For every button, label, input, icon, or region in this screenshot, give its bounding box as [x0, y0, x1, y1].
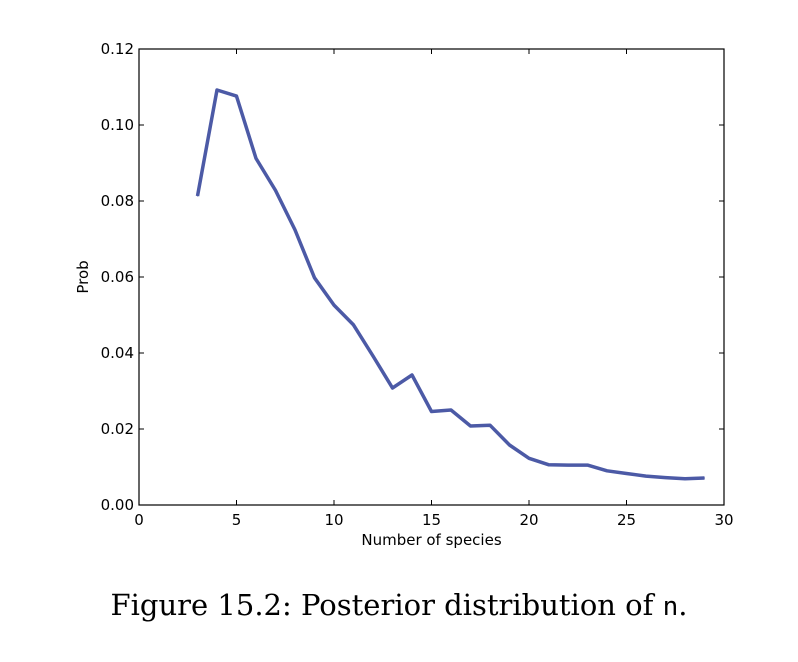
x-tick-label: 25: [617, 511, 636, 529]
line-chart: 0.00 0.02 0.04 0.06 0.08 0.10 0.12 0 5 10 15 20 25 3…: [74, 40, 734, 549]
data-point: [645, 475, 647, 477]
series-line: [195, 88, 705, 481]
data-point: [548, 464, 549, 466]
data-point: [314, 277, 315, 279]
data-point: [294, 229, 296, 231]
x-tick-label: 0: [134, 511, 144, 529]
data-point: [626, 472, 627, 474]
data-point: [197, 195, 198, 197]
y-tick-label: 0.08: [101, 192, 134, 210]
data-point: [333, 304, 335, 306]
data-point: [489, 424, 491, 426]
x-axis-ticks: 0 5 10 15 20 25 30: [134, 49, 734, 529]
y-tick-label: 0.06: [101, 268, 134, 286]
x-tick-label: 5: [232, 511, 242, 529]
data-point: [470, 425, 471, 427]
x-tick-label: 15: [422, 511, 441, 529]
data-point: [431, 411, 432, 413]
data-point: [665, 477, 666, 479]
y-tick-label: 0.10: [101, 116, 134, 134]
y-axis-label: Prob: [74, 260, 92, 293]
y-tick-label: 0.00: [101, 496, 134, 514]
data-point: [255, 157, 257, 159]
x-axis-label: Number of species: [361, 531, 501, 549]
plot-frame: [138, 48, 725, 506]
series-layer: [195, 88, 705, 481]
data-point: [353, 324, 354, 326]
data-point: [236, 95, 237, 97]
y-tick-label: 0.12: [101, 40, 134, 58]
data-point: [275, 189, 276, 191]
y-tick-label: 0.02: [101, 420, 134, 438]
data-point: [411, 374, 413, 376]
data-point: [567, 464, 569, 466]
data-point: [587, 464, 588, 466]
caption-text: Figure 15.2: Posterior distribution of: [110, 588, 663, 622]
data-point: [684, 478, 686, 480]
data-point: [450, 409, 452, 411]
data-point: [392, 387, 393, 389]
x-tick-label: 20: [519, 511, 538, 529]
data-point: [216, 89, 218, 91]
caption-end: .: [678, 588, 688, 622]
figure-caption: Figure 15.2: Posterior distribution of n…: [0, 588, 798, 622]
data-point: [372, 355, 374, 357]
y-tick-label: 0.04: [101, 344, 134, 362]
y-axis-ticks: 0.00 0.02 0.04 0.06 0.08 0.10 0.12: [101, 40, 724, 514]
data-point: [704, 477, 705, 479]
data-point: [528, 457, 530, 459]
caption-variable: n: [662, 592, 679, 622]
data-point: [509, 444, 510, 446]
x-tick-label: 30: [714, 511, 733, 529]
data-point: [606, 470, 608, 472]
x-tick-label: 10: [324, 511, 343, 529]
